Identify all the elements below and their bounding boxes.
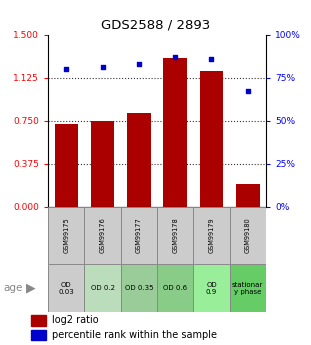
Bar: [121, 207, 157, 264]
Bar: [236, 184, 260, 207]
Text: GSM99180: GSM99180: [245, 218, 251, 253]
Bar: [31, 315, 46, 326]
Bar: [230, 207, 266, 264]
Point: [64, 66, 69, 72]
Text: OD
0.9: OD 0.9: [206, 282, 217, 295]
Point: [245, 89, 250, 94]
Bar: [157, 264, 193, 312]
Bar: [85, 264, 121, 312]
Text: ▶: ▶: [26, 282, 36, 295]
Text: OD 0.6: OD 0.6: [163, 285, 187, 291]
Text: OD
0.03: OD 0.03: [58, 282, 74, 295]
Text: percentile rank within the sample: percentile rank within the sample: [52, 330, 217, 340]
Bar: [121, 264, 157, 312]
Text: GSM99179: GSM99179: [208, 218, 215, 253]
Text: OD 0.35: OD 0.35: [125, 285, 153, 291]
Text: age: age: [3, 283, 22, 293]
Bar: [54, 124, 78, 207]
Point: [137, 61, 142, 67]
Bar: [230, 264, 266, 312]
Bar: [193, 264, 230, 312]
Text: log2 ratio: log2 ratio: [52, 315, 98, 325]
Bar: [91, 121, 114, 207]
Text: GDS2588 / 2893: GDS2588 / 2893: [101, 19, 210, 32]
Bar: [193, 207, 230, 264]
Bar: [48, 207, 85, 264]
Text: GSM99178: GSM99178: [172, 218, 178, 253]
Text: GSM99176: GSM99176: [100, 218, 106, 253]
Point: [209, 56, 214, 61]
Text: OD 0.2: OD 0.2: [91, 285, 115, 291]
Bar: [127, 113, 151, 207]
Bar: [48, 264, 85, 312]
Bar: [157, 207, 193, 264]
Bar: [31, 330, 46, 340]
Text: GSM99177: GSM99177: [136, 218, 142, 253]
Text: stationar
y phase: stationar y phase: [232, 282, 263, 295]
Bar: [85, 207, 121, 264]
Bar: [163, 58, 187, 207]
Point: [100, 65, 105, 70]
Point: [173, 54, 178, 60]
Bar: [200, 71, 223, 207]
Text: GSM99175: GSM99175: [63, 218, 69, 253]
